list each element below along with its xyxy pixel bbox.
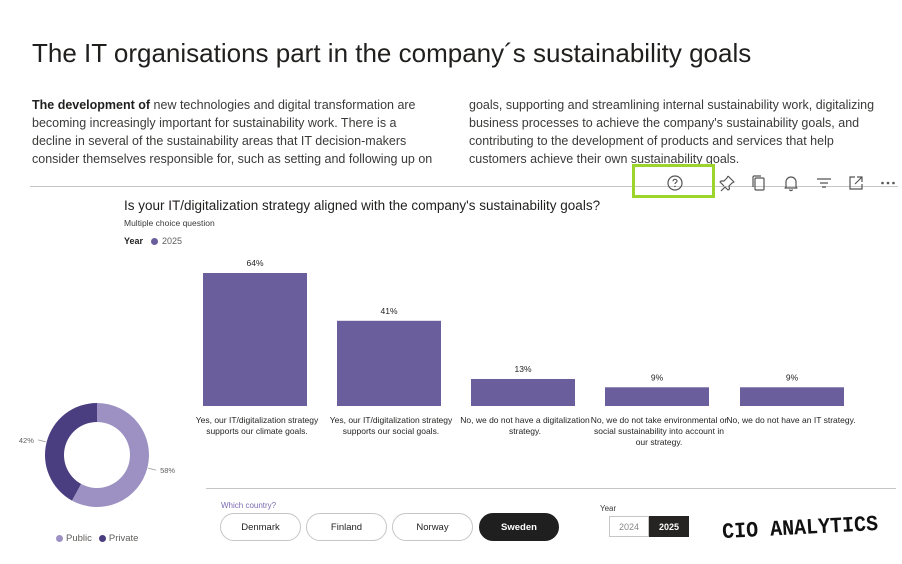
- bar-5[interactable]: [740, 387, 844, 406]
- bar-4[interactable]: [605, 387, 709, 406]
- intro-left-body: new technologies and digital transformat…: [32, 98, 433, 166]
- year-2024-button[interactable]: 2024: [609, 516, 649, 537]
- logo-text: CIO ANALYTICS: [722, 512, 879, 545]
- country-sweden-button[interactable]: Sweden: [479, 513, 559, 541]
- donut-legend: Public Private: [56, 533, 138, 544]
- help-icon-highlight: [632, 164, 715, 198]
- legend-title: Year: [124, 236, 144, 246]
- expand-icon[interactable]: [845, 172, 867, 194]
- header-divider: [30, 186, 898, 187]
- chart-title: Is your IT/digitalization strategy align…: [124, 198, 601, 213]
- more-icon[interactable]: [877, 172, 899, 194]
- bar-data-label-5: 9%: [786, 372, 799, 382]
- donut-slice-private[interactable]: [45, 403, 97, 501]
- intro-text-right: goals, supporting and streamlining inter…: [469, 98, 875, 166]
- bar-data-label-3: 13%: [514, 364, 531, 374]
- year-2025-button[interactable]: 2025: [649, 516, 689, 537]
- category-label-3: No, we do not have a digitalization stra…: [460, 415, 590, 436]
- cio-analytics-logo: CIO ANALYTICS: [722, 512, 879, 545]
- donut-legend-private: Private: [108, 533, 139, 544]
- category-label-5: No, we do not have an IT strategy.: [726, 415, 856, 425]
- country-slicer-title: Which country?: [221, 501, 277, 510]
- legend-swatch-2025: [151, 237, 159, 245]
- bar-2[interactable]: [337, 320, 441, 406]
- legend-label-2025: 2025: [162, 236, 183, 246]
- year-slicer-title: Year: [600, 504, 617, 513]
- donut-legend-public: Public: [66, 533, 92, 544]
- donut-slice-public[interactable]: [71, 403, 150, 507]
- donut-legend-swatch-private: [98, 535, 106, 542]
- bar-data-label-2: 41%: [380, 306, 397, 316]
- intro-bold: The development of: [32, 98, 151, 112]
- donut-label-private: 42%: [19, 436, 34, 445]
- bell-icon[interactable]: [780, 172, 802, 194]
- chart-subtitle: Multiple choice question: [124, 218, 215, 228]
- bar-data-label-1: 64%: [246, 258, 263, 268]
- filter-icon[interactable]: [813, 172, 835, 194]
- page-title: The IT organisations part in the company…: [32, 38, 752, 68]
- bar-chart: 64% 41% 13% 9% 9%: [203, 258, 844, 406]
- bar-3[interactable]: [471, 378, 575, 406]
- donut-leader-private: [37, 439, 46, 443]
- country-denmark-button[interactable]: Denmark: [220, 513, 301, 541]
- copy-icon[interactable]: [748, 172, 770, 194]
- category-label-4: No, we do not take environmental or soci…: [590, 415, 728, 447]
- category-label-2: Yes, our IT/digitalization strategy supp…: [329, 415, 453, 436]
- bar-data-label-4: 9%: [651, 372, 664, 382]
- visual-toolbar: [660, 170, 900, 194]
- bar-1[interactable]: [203, 273, 307, 406]
- pin-icon[interactable]: [716, 172, 738, 194]
- slicer-divider: [206, 488, 896, 489]
- chart-legend: Year 2025: [124, 236, 182, 246]
- help-icon[interactable]: [664, 172, 686, 194]
- donut-legend-swatch-public: [56, 535, 63, 542]
- donut-chart: 58% 42%: [19, 403, 175, 507]
- intro-text-left: The development of new technologies and …: [32, 96, 437, 168]
- donut-label-public: 58%: [160, 466, 175, 475]
- country-finland-button[interactable]: Finland: [306, 513, 387, 541]
- donut-leader-public: [148, 467, 157, 471]
- country-norway-button[interactable]: Norway: [392, 513, 473, 541]
- category-label-1: Yes, our IT/digitalization strategy supp…: [195, 415, 319, 436]
